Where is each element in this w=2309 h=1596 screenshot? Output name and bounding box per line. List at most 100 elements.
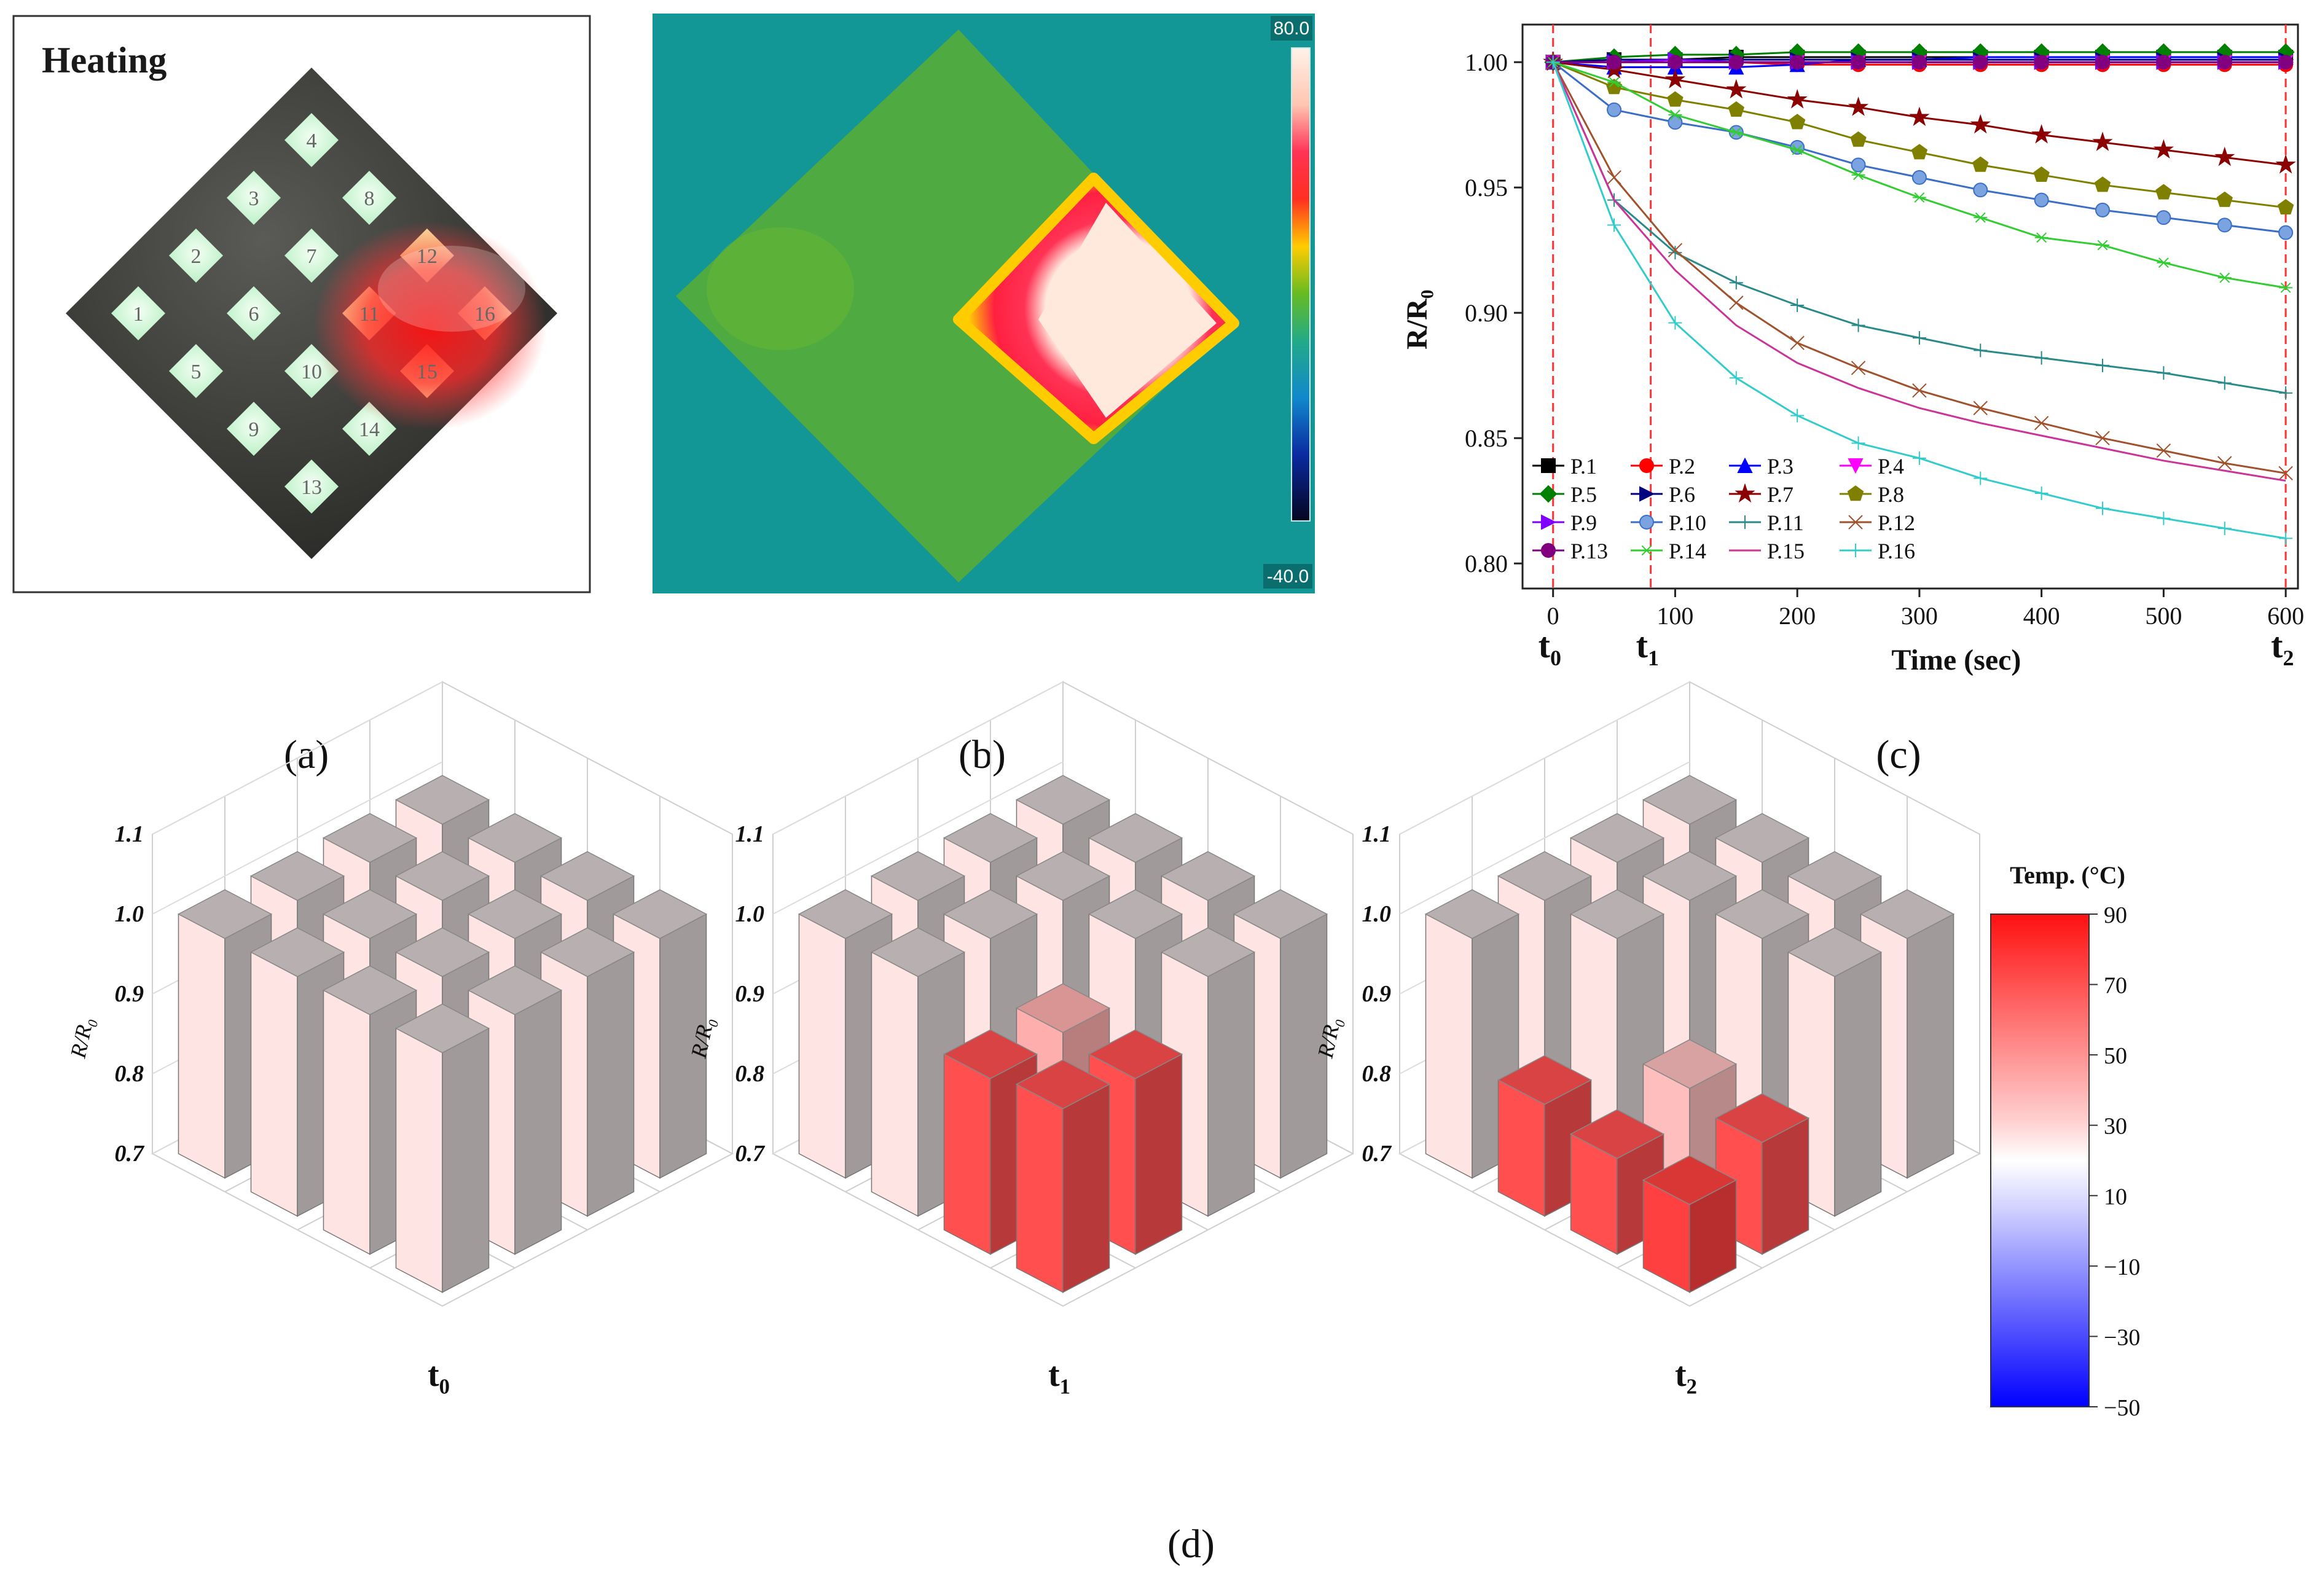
colorbar-max-box [1271,16,1312,41]
bar-face-top [1714,1093,1810,1143]
legend-label: P.9 [1570,510,1597,535]
legend-label: P.5 [1570,482,1597,507]
colorbar-tick-label: 90 [2104,902,2127,928]
series-line [1552,61,2286,482]
z-tick-label: 1.1 [735,821,765,847]
z-tick-label: 1.0 [735,901,765,927]
data-point [1909,106,1930,127]
z-axis-label: R/R0 [65,1016,101,1062]
sensor-pad-label: 9 [249,418,259,441]
bar-face-top [1642,1155,1738,1205]
bar-face-top [1569,1109,1665,1159]
plot-area [1521,23,2299,590]
bar-face-left [178,913,225,1179]
data-point [1729,127,1743,138]
data-point [1726,79,1747,99]
sensor-pad-label: 16 [474,303,495,326]
sensor-pad-label: 7 [307,245,317,268]
bar-face-top [1424,889,1520,939]
data-point [2156,210,2171,225]
z-tick-label: 1.0 [1362,901,1392,927]
x-tick-label: 0 [1547,602,1559,630]
bar-face-top [1088,1029,1183,1079]
sensor-pad-label: 15 [417,361,437,383]
bar-face-top [1497,851,1593,901]
legend-label: P.10 [1669,510,1706,535]
data-point [1911,170,1927,185]
sensor-pad [227,402,281,456]
sensor-pad-label: 12 [417,245,437,268]
caption-d: (d) [1167,1522,1215,1567]
bar-face-top [1160,851,1256,901]
colorbar-title: Temp. (°C) [2010,861,2125,889]
data-point [1973,55,1988,70]
heat-source-glow [313,221,547,430]
caption-a: (a) [284,732,329,777]
data-point [2216,191,2233,207]
data-point [2279,282,2293,293]
data-point [1851,361,1866,375]
legend-label: P.6 [1669,482,1695,507]
data-point [1912,383,1927,398]
data-point [1790,335,1805,350]
data-point [2095,431,2110,445]
bar-face-right [1062,1083,1110,1293]
caption-b: (b) [958,732,1006,777]
data-point [1605,79,1623,95]
bar-face-top [322,889,418,939]
data-point [1850,131,1867,147]
data-point [1911,55,1927,70]
bar-face-top [322,813,418,863]
data-point [2278,55,2294,70]
data-point [1729,276,1743,290]
bar-face-top [394,1003,490,1054]
data-point [1607,102,1622,117]
legend-label: P.1 [1570,454,1597,479]
data-point [1668,115,1683,130]
z-tick-label: 1.0 [115,901,144,927]
data-point [1912,451,1926,465]
time-marker-label: t2 [2271,625,2294,670]
data-point [1668,109,1682,120]
bar-face-top [1714,889,1810,939]
bar-face-top [1642,851,1738,901]
sensor-pad [284,229,339,283]
sensor-pad-label: 2 [191,245,202,268]
data-point [2214,146,2235,166]
legend-marker [1539,485,1558,503]
data-point [2095,202,2111,217]
bar-face-top [467,889,563,939]
temperature-colorbar: Temp. (°C) 90 70 50 30 10 −10 −30 −50 [1990,861,2140,1421]
legend-marker [1737,457,1753,473]
legend-label: P.12 [1878,510,1915,535]
thermal-colorbar [1291,47,1311,522]
panel-a-title: Heating [42,40,167,80]
z-tick-label: 0.7 [735,1141,766,1167]
colorbar-min-label: -40.0 [1267,566,1309,587]
bar-face-top [1642,775,1738,825]
data-point [1668,316,1682,330]
sensor-pad-label: 10 [301,361,322,383]
data-point [1851,157,1866,173]
data-point [1790,55,1805,70]
legend-label: P.11 [1767,510,1804,535]
data-point [2092,131,2113,151]
bar-face-left [323,989,370,1255]
data-point [2157,257,2171,268]
data-point [1607,170,1621,185]
bar-face-top [539,927,635,977]
data-point [1911,144,1928,160]
data-point [1607,218,1621,232]
bar-face-top [798,889,893,939]
panel-c-line-chart: 0 100 200 300 400 500 600 0.80 0.85 0.90 0.95 1.00 T… [1401,23,2304,777]
series-group [1543,43,2296,546]
data-point [1851,55,1866,70]
z-tick-label: 0.8 [735,1061,765,1087]
legend: P.1 P.2 P.3 P.4 P.5 P.6 P.7 P.8 P.9 P.10 P.11 P.12 P… [1532,454,1915,563]
sensor-pad-label: 8 [364,187,375,210]
bar-face-right [1907,913,1954,1179]
sensor-pad-label: 5 [191,361,202,383]
data-point [1729,371,1743,385]
data-point [2278,466,2293,481]
